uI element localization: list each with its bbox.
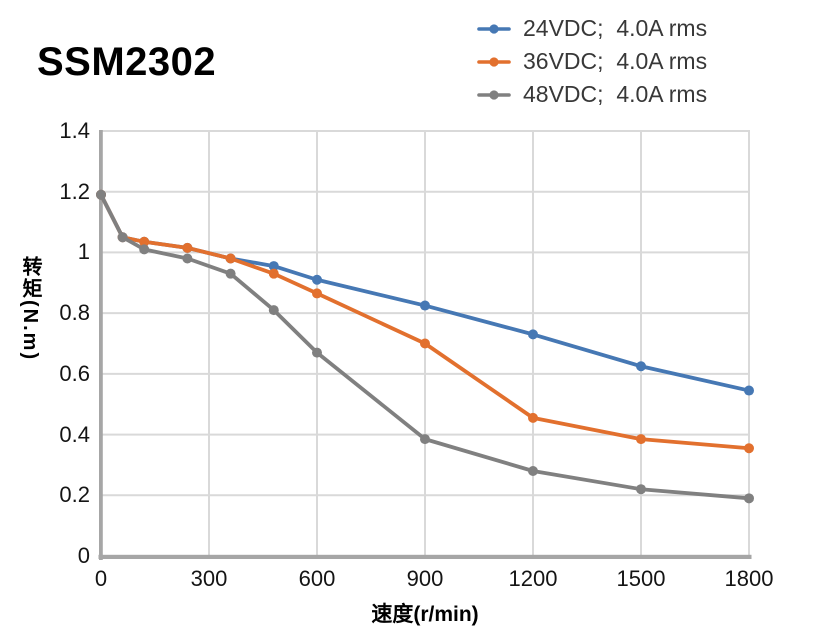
legend-marker-icon	[477, 89, 511, 100]
data-point	[636, 484, 646, 495]
data-point	[420, 434, 430, 445]
chart-title: SSM2302	[37, 40, 217, 84]
data-point	[268, 261, 279, 272]
data-point	[312, 288, 322, 299]
y-tick-label: 0.6	[59, 360, 90, 386]
legend-item: 24VDC; 4.0A rms	[477, 12, 707, 45]
data-point	[182, 253, 193, 264]
data-point	[312, 347, 322, 358]
x-axis-title: 速度(r/min)	[371, 603, 479, 626]
x-tick-label: 900	[406, 566, 444, 591]
legend: 24VDC; 4.0A rms 36VDC; 4.0A rms 48VDC; 4.0…	[477, 12, 707, 111]
x-tick-label: 1800	[724, 566, 774, 591]
data-point	[636, 434, 646, 445]
legend-item: 48VDC; 4.0A rms	[477, 78, 707, 111]
data-point	[139, 244, 150, 255]
data-point	[96, 189, 106, 200]
legend-label: 36VDC; 4.0A rms	[523, 48, 708, 74]
data-point	[268, 305, 279, 316]
y-tick-label: 0.8	[59, 300, 90, 326]
data-point	[636, 361, 646, 372]
x-tick-label: 600	[298, 566, 336, 591]
x-axis-line	[98, 554, 752, 559]
data-point	[225, 268, 236, 279]
data-point	[420, 338, 430, 349]
series-1	[96, 189, 754, 454]
x-tick-label: 300	[190, 566, 228, 591]
data-point	[420, 300, 430, 311]
y-axis-line	[99, 130, 103, 560]
legend-marker-icon	[477, 56, 511, 67]
legend-label: 48VDC; 4.0A rms	[523, 81, 708, 107]
legend-marker-icon	[477, 23, 511, 34]
data-point	[139, 236, 150, 247]
data-point	[528, 412, 538, 423]
x-tick-label: 0	[94, 566, 108, 591]
y-tick-label: 0.2	[59, 482, 90, 508]
data-point	[744, 493, 754, 504]
data-point	[312, 274, 322, 285]
data-point	[528, 466, 538, 476]
y-tick-label: 0	[77, 543, 90, 568]
y-axis-title: 转矩(N.m)	[19, 256, 41, 362]
y-tick-label: 1.4	[59, 118, 90, 143]
data-point	[225, 253, 236, 264]
data-point	[268, 268, 279, 279]
legend-item: 36VDC; 4.0A rms	[477, 45, 707, 78]
x-tick-label: 1500	[616, 566, 666, 591]
x-tick-label: 1200	[508, 566, 558, 591]
data-point	[117, 232, 128, 243]
data-point	[182, 242, 193, 253]
y-tick-label: 0.4	[59, 421, 90, 447]
legend-label: 24VDC; 4.0A rms	[523, 15, 708, 41]
y-tick-label: 1	[77, 239, 90, 265]
data-point	[528, 329, 538, 340]
y-tick-label: 1.2	[59, 178, 90, 204]
data-point	[744, 385, 754, 396]
series-2	[96, 189, 754, 504]
data-point	[744, 443, 754, 454]
